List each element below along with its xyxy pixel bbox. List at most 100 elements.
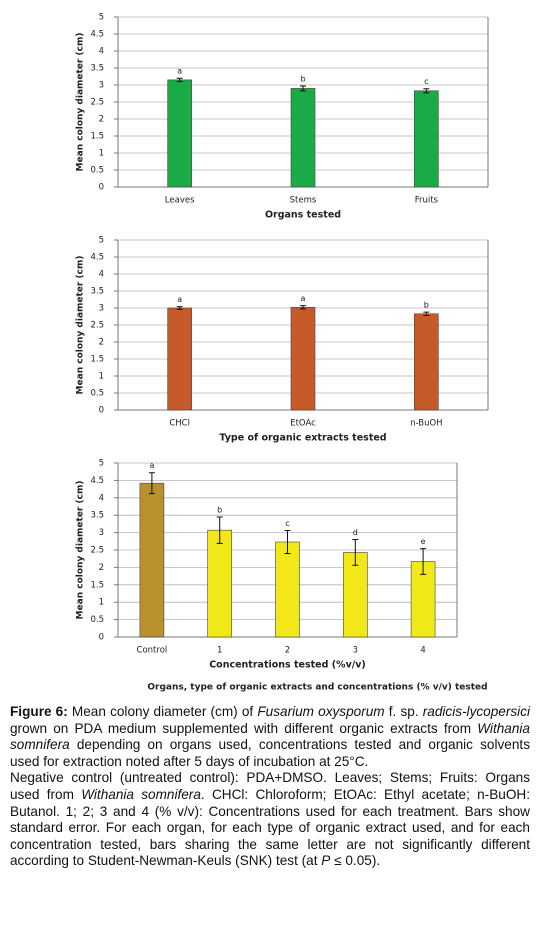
y-tick-label: 2.5 <box>90 546 104 556</box>
caption: Figure 6: Mean colony diameter (cm) of F… <box>10 704 530 870</box>
bar <box>414 90 439 188</box>
x-axis-label: Type of organic extracts tested <box>219 433 386 444</box>
x-tick-label: 4 <box>420 646 425 656</box>
caption-text: grown on PDA medium supplemented with di… <box>10 720 478 736</box>
caption-text: radicis-lycopersici <box>422 704 531 719</box>
y-tick-label: 2 <box>99 338 104 348</box>
y-axis-label: Mean colony diameter (cm) <box>76 481 86 620</box>
caption-text: Fusarium oxysporum <box>257 704 385 719</box>
y-tick-label: 0.5 <box>90 389 104 399</box>
y-tick-label: 1.5 <box>90 355 104 365</box>
y-tick-label: 2 <box>99 115 104 125</box>
bar <box>290 88 316 188</box>
bar <box>207 529 232 638</box>
error-bar <box>423 311 430 316</box>
caption-text: depending on organs used, concentrations… <box>10 737 530 769</box>
significance-letter: a <box>149 461 154 470</box>
error-bar <box>148 472 155 495</box>
y-tick-label: 4 <box>99 270 104 280</box>
error-bar <box>284 530 291 554</box>
bar <box>167 307 192 411</box>
significance-letter: a <box>177 295 182 304</box>
y-axis-label: Mean colony diameter (cm) <box>76 256 86 395</box>
significance-letter: c <box>285 519 289 528</box>
caption-paragraph: Figure 6: Mean colony diameter (cm) of F… <box>10 704 530 770</box>
y-tick-label: 3 <box>99 81 104 91</box>
x-axis-label: Organs tested <box>265 210 341 221</box>
y-tick-label: 4.5 <box>90 30 104 40</box>
y-tick-label: 5 <box>99 459 104 469</box>
x-tick-label: Control <box>137 646 168 656</box>
y-tick-label: 1 <box>99 372 104 382</box>
caption-text: Withania somnifera <box>10 720 530 753</box>
error-bar <box>300 305 306 310</box>
y-tick-label: 2.5 <box>90 321 104 331</box>
caption-text: Withania somnifera <box>81 786 201 802</box>
y-tick-label: 3.5 <box>90 287 104 297</box>
bar <box>275 541 300 638</box>
y-axis-label: Mean colony diameter (cm) <box>76 33 86 172</box>
y-tick-label: 2 <box>99 563 104 573</box>
error-bar <box>176 77 183 83</box>
y-tick-label: 2.5 <box>90 98 104 108</box>
x-tick-label: EtOAc <box>290 419 316 429</box>
significance-letter: a <box>177 67 182 76</box>
significance-letter: b <box>300 75 305 84</box>
y-tick-label: 1.5 <box>90 580 104 590</box>
bar <box>342 552 368 638</box>
x-tick-label: 3 <box>353 646 358 656</box>
y-tick-label: 5 <box>99 236 104 246</box>
significance-letter: b <box>424 301 429 310</box>
bar <box>290 307 316 411</box>
error-bar <box>352 539 359 566</box>
error-bar <box>216 516 223 544</box>
significance-letter: c <box>424 77 428 86</box>
significance-letter: d <box>353 528 358 537</box>
x-axis-label: Concentrations tested (%v/v) <box>209 660 366 671</box>
significance-letter: a <box>301 294 306 303</box>
y-tick-label: 3 <box>99 304 104 314</box>
x-tick-label: 1 <box>217 646 222 656</box>
significance-letter: e <box>421 537 426 546</box>
caption-paragraph: Negative control (untreated control): PD… <box>10 770 530 870</box>
caption-text: ≤ 0.05). <box>330 853 381 869</box>
y-tick-label: 0.5 <box>90 615 104 625</box>
y-tick-label: 5 <box>99 13 104 23</box>
y-tick-label: 1 <box>99 598 104 608</box>
error-bar <box>300 85 306 92</box>
y-tick-label: 0.5 <box>90 166 104 176</box>
y-tick-label: 0 <box>99 406 104 416</box>
x-tick-label: CHCl <box>169 419 190 429</box>
caption-text: f. sp. <box>384 704 423 719</box>
caption-text: Negative control (untreated control): PD… <box>10 770 530 802</box>
y-tick-label: 1.5 <box>90 132 104 142</box>
x-tick-label: n-BuOH <box>410 419 442 429</box>
y-tick-label: 3.5 <box>90 511 104 521</box>
y-tick-label: 4.5 <box>90 253 104 263</box>
bar <box>167 79 192 188</box>
note: Organs, type of organic extracts and con… <box>147 683 487 693</box>
y-tick-label: 0 <box>99 183 104 193</box>
caption-text: Mean colony diameter (cm) of <box>67 704 258 719</box>
x-tick-label: 2 <box>285 646 290 656</box>
bar <box>139 482 165 638</box>
figure: 0 0.5 1 1.5 2 2.5 3 3.5 4 4.5 5 Mean colony diamete… <box>76 13 489 693</box>
caption-text: Figure 6: <box>10 704 68 719</box>
error-bar <box>423 88 430 94</box>
y-tick-label: 0 <box>99 633 104 643</box>
caption-text: . CHCl: Chloroform; EtOAc: Ethyl acetate… <box>10 786 531 869</box>
y-tick-label: 4.5 <box>90 476 104 486</box>
error-bar <box>176 306 183 310</box>
significance-letter: b <box>217 505 222 514</box>
caption-text: P <box>321 853 331 869</box>
x-tick-label: Fruits <box>415 196 439 206</box>
y-tick-label: 3.5 <box>90 64 104 74</box>
error-bar <box>420 548 427 575</box>
y-tick-label: 1 <box>99 149 104 159</box>
y-tick-label: 3 <box>99 528 104 538</box>
bar <box>414 313 439 411</box>
x-tick-label: Stems <box>290 196 317 206</box>
y-tick-label: 4 <box>99 47 104 57</box>
y-tick-label: 4 <box>99 493 104 503</box>
